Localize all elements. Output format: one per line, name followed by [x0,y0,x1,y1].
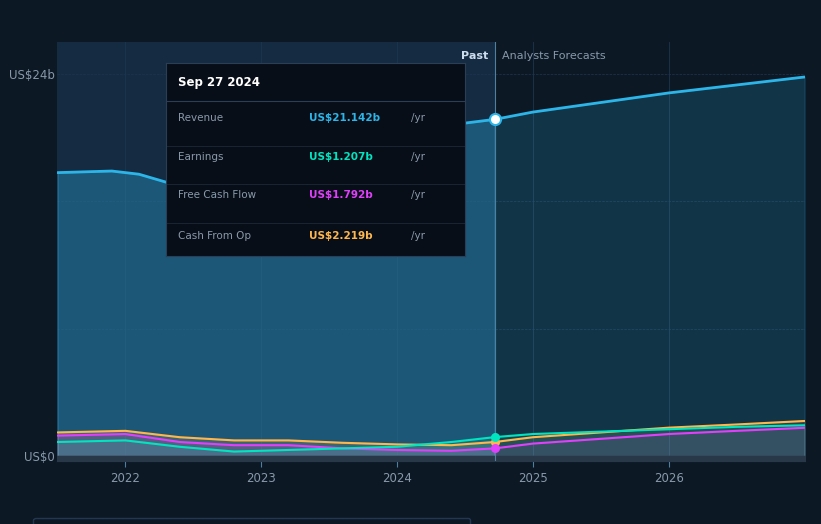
Text: Past: Past [461,51,488,61]
Bar [57,42,495,461]
Text: Analysts Forecasts: Analysts Forecasts [502,51,605,61]
Legend: Revenue, Earnings, Free Cash Flow, Cash From Op: Revenue, Earnings, Free Cash Flow, Cash … [34,518,470,524]
